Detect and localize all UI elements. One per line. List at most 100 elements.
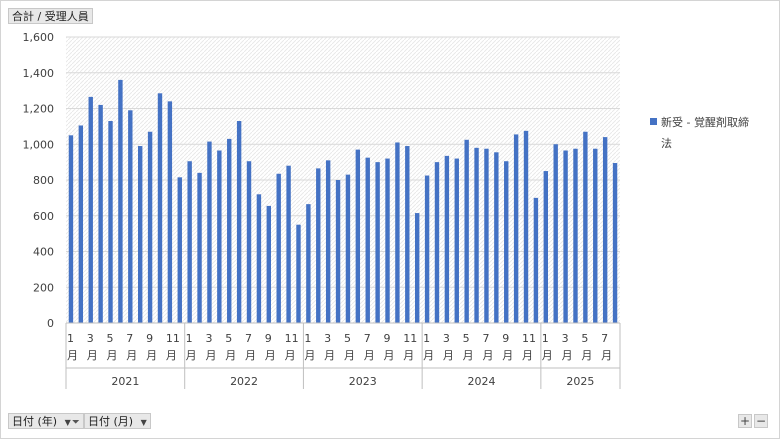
bar[interactable] <box>128 110 133 323</box>
x-tick-month-suffix: 月 <box>581 349 592 362</box>
bar[interactable] <box>543 171 549 323</box>
bar[interactable] <box>137 146 143 323</box>
bar[interactable] <box>434 162 440 323</box>
x-tick-month-suffix: 月 <box>285 349 296 362</box>
x-tick-month-number: 7 <box>601 332 608 345</box>
x-tick-month-number: 5 <box>107 332 114 345</box>
x-tick-month-number: 1 <box>542 332 549 345</box>
bar[interactable] <box>593 148 598 323</box>
bar[interactable] <box>236 121 242 323</box>
bar[interactable] <box>207 141 212 323</box>
bar[interactable] <box>246 161 252 323</box>
y-tick-label: 800 <box>33 174 54 187</box>
x-tick-month-suffix: 月 <box>265 349 276 362</box>
minus-icon: − <box>755 414 767 428</box>
value-field-label: 合計 / 受理人員 <box>12 10 89 23</box>
bar[interactable] <box>157 93 163 324</box>
x-tick-month-suffix: 月 <box>87 349 98 362</box>
x-tick-month-suffix: 月 <box>463 349 474 362</box>
bar[interactable] <box>306 204 311 323</box>
bar[interactable] <box>355 149 361 323</box>
x-tick-month-suffix: 月 <box>601 349 612 362</box>
bar[interactable] <box>504 161 509 323</box>
value-field-button[interactable]: 合計 / 受理人員 <box>8 8 93 24</box>
expand-button[interactable]: + <box>738 414 752 428</box>
bar[interactable] <box>276 173 281 323</box>
bar[interactable] <box>464 139 469 323</box>
bar[interactable] <box>266 205 272 323</box>
bar[interactable] <box>227 138 232 323</box>
x-tick-month-suffix: 月 <box>423 349 434 362</box>
bar[interactable] <box>108 121 113 323</box>
bar[interactable] <box>573 148 578 323</box>
dropdown-arrow-icon: ▼ <box>64 418 71 427</box>
filter-button-year[interactable]: 日付 (年) ▼⏷ <box>8 413 84 429</box>
x-tick-month-number: 1 <box>186 332 193 345</box>
bar[interactable] <box>345 174 351 323</box>
bar[interactable] <box>523 130 529 323</box>
x-tick-month-suffix: 月 <box>166 349 177 362</box>
bar[interactable] <box>602 137 608 323</box>
bar[interactable] <box>385 158 390 323</box>
bar[interactable] <box>256 194 262 323</box>
bar[interactable] <box>365 157 370 323</box>
bar[interactable] <box>563 150 568 323</box>
filter-button-year-label: 日付 (年) <box>12 415 58 428</box>
bar[interactable] <box>414 213 420 323</box>
x-tick-month-number: 1 <box>67 332 74 345</box>
bar[interactable] <box>325 160 331 323</box>
x-tick-month-number: 7 <box>364 332 371 345</box>
bar[interactable] <box>286 165 291 323</box>
bar[interactable] <box>424 175 430 323</box>
bar[interactable] <box>88 96 93 323</box>
x-tick-month-suffix: 月 <box>344 349 355 362</box>
x-tick-month-suffix: 月 <box>403 349 414 362</box>
plus-icon: + <box>739 414 751 428</box>
legend-label-wrap: 法 <box>661 136 672 150</box>
bar[interactable] <box>454 158 459 323</box>
bar[interactable] <box>553 144 558 323</box>
filter-button-month-label: 日付 (月) <box>88 415 134 428</box>
bar[interactable] <box>167 101 173 323</box>
x-tick-month-number: 7 <box>126 332 133 345</box>
bar[interactable] <box>405 146 410 323</box>
bar[interactable] <box>78 125 84 323</box>
bar[interactable] <box>118 79 123 324</box>
x-tick-month-suffix: 月 <box>225 349 236 362</box>
bar[interactable] <box>98 104 103 323</box>
legend-swatch <box>650 118 657 125</box>
bar[interactable] <box>583 131 588 323</box>
bar[interactable] <box>296 224 301 323</box>
x-tick-month-suffix: 月 <box>324 349 335 362</box>
bar[interactable] <box>395 142 400 323</box>
bar[interactable] <box>484 148 489 323</box>
bar[interactable] <box>177 177 182 323</box>
filter-button-month[interactable]: 日付 (月) ▼ <box>84 413 151 429</box>
dropdown-arrow-icon: ▼ <box>140 418 147 427</box>
bar[interactable] <box>513 134 519 323</box>
bar[interactable] <box>187 161 192 323</box>
bar[interactable] <box>474 147 479 323</box>
x-tick-month-number: 11 <box>522 332 536 345</box>
x-tick-month-suffix: 月 <box>482 349 493 362</box>
bar[interactable] <box>316 168 321 323</box>
bar[interactable] <box>335 180 341 323</box>
x-tick-month-number: 11 <box>166 332 180 345</box>
y-tick-label: 1,600 <box>23 31 55 44</box>
bar[interactable] <box>494 152 499 323</box>
bar[interactable] <box>444 155 450 323</box>
bar[interactable] <box>197 172 202 323</box>
bar[interactable] <box>612 163 618 323</box>
collapse-button[interactable]: − <box>754 414 768 428</box>
x-tick-month-number: 7 <box>245 332 252 345</box>
bar[interactable] <box>68 135 74 323</box>
bar[interactable] <box>375 162 380 323</box>
bar[interactable] <box>533 197 539 323</box>
x-tick-month-suffix: 月 <box>186 349 197 362</box>
bar[interactable] <box>147 131 153 323</box>
bar[interactable] <box>217 150 222 323</box>
y-tick-label: 200 <box>33 281 54 294</box>
x-tick-month-number: 9 <box>384 332 391 345</box>
x-tick-month-number: 7 <box>482 332 489 345</box>
